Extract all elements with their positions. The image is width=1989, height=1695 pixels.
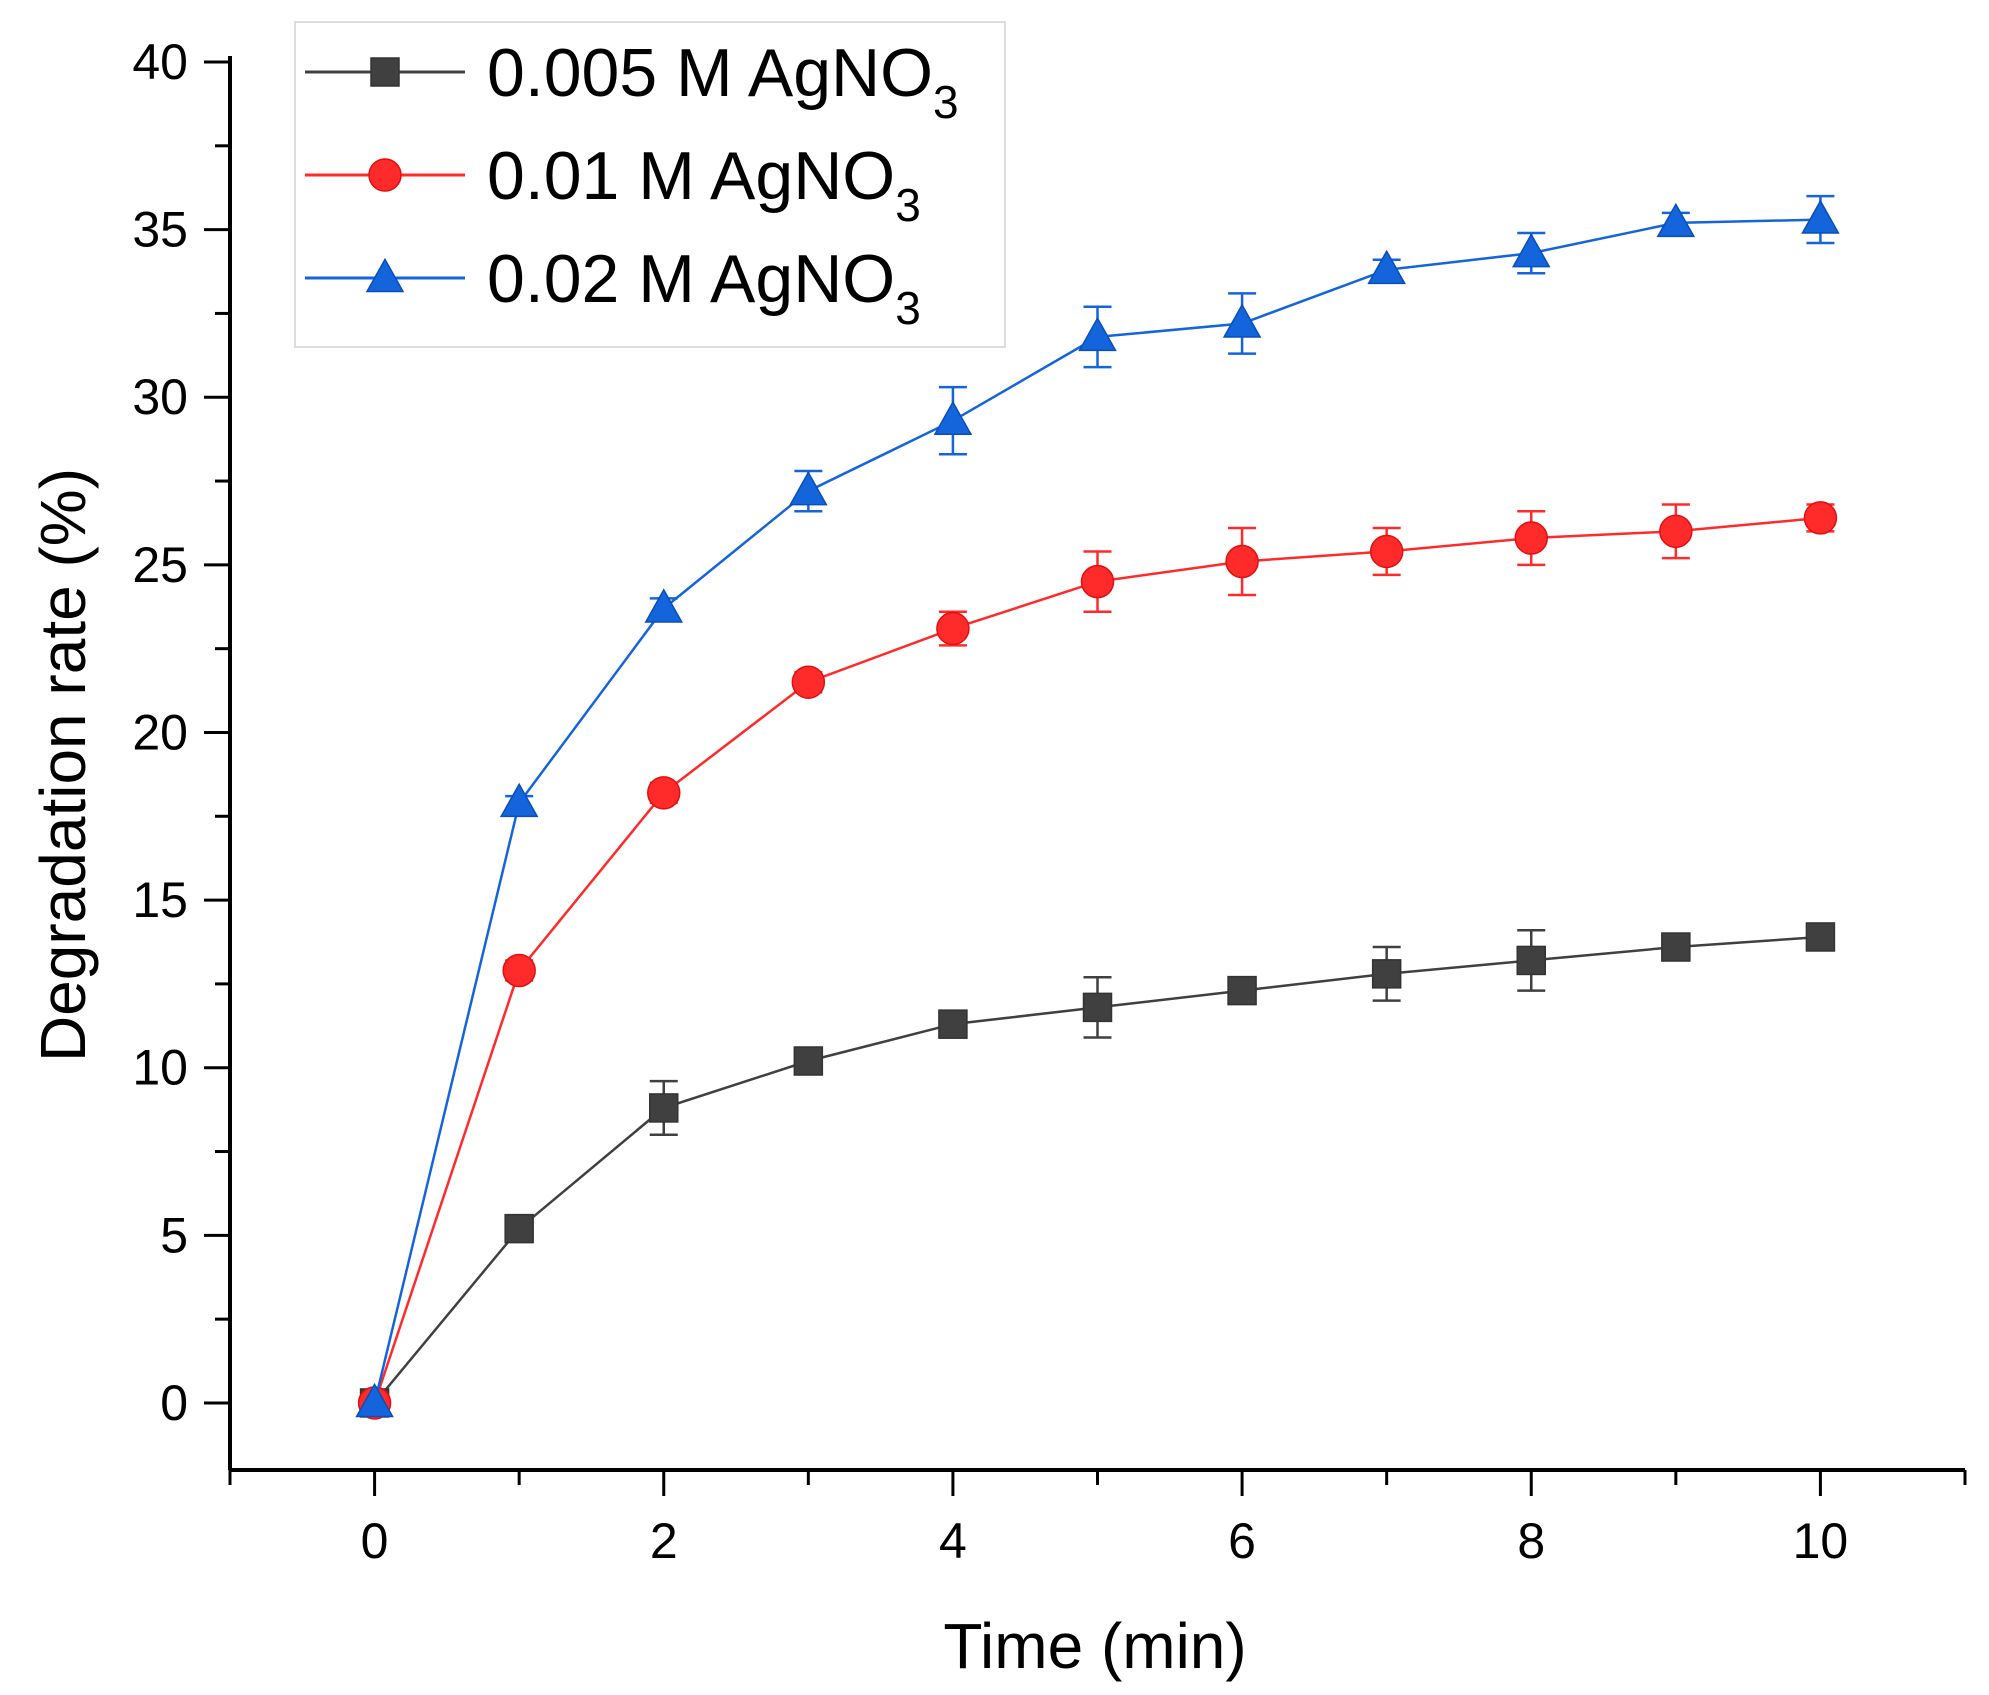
series-triangle: [355, 194, 1840, 1418]
data-point: [1805, 922, 1836, 952]
data-point: [1080, 564, 1115, 599]
series-circle: [357, 501, 1838, 1420]
x-tick-label: 10: [1793, 1513, 1849, 1569]
x-tick-label: 6: [1228, 1513, 1256, 1569]
legend-marker: [370, 57, 400, 87]
legend-marker: [368, 158, 402, 192]
data-point: [1369, 534, 1404, 569]
data-point: [649, 1093, 679, 1123]
data-point: [1656, 202, 1696, 238]
data-point: [791, 665, 826, 699]
y-tick-label: 15: [132, 872, 188, 928]
y-tick-label: 40: [132, 34, 188, 90]
data-point: [1225, 544, 1259, 579]
data-point: [938, 1009, 968, 1039]
legend-label-subscript: 3: [895, 179, 921, 231]
data-point: [1078, 316, 1117, 352]
data-point: [936, 611, 970, 646]
y-tick-label: 35: [132, 202, 188, 258]
legend-box: [294, 21, 1006, 348]
series-square: [359, 922, 1836, 1418]
x-tick-label: 8: [1517, 1513, 1545, 1569]
data-point: [1367, 249, 1406, 285]
y-tick-label: 5: [160, 1207, 188, 1263]
data-point: [1082, 992, 1113, 1023]
y-tick-label: 10: [132, 1040, 188, 1096]
legend-label-subscript: 3: [895, 282, 921, 334]
data-point: [502, 953, 536, 988]
data-point: [1222, 303, 1262, 338]
data-point: [1371, 959, 1402, 989]
x-tick-label: 2: [650, 1513, 678, 1569]
legend-marker: [365, 257, 405, 293]
y-tick-label: 0: [160, 1375, 188, 1431]
data-point: [1801, 199, 1840, 234]
data-point: [1514, 521, 1548, 555]
y-tick-label: 20: [132, 704, 188, 760]
data-point: [789, 470, 828, 506]
y-tick-label: 30: [132, 369, 188, 425]
data-point: [933, 400, 973, 435]
y-tick-label: 25: [132, 537, 188, 593]
legend-label-subscript: 3: [933, 76, 959, 128]
data-point: [793, 1046, 824, 1076]
x-tick-label: 0: [361, 1513, 389, 1569]
plot-area: [355, 194, 1840, 1420]
data-point: [647, 776, 681, 810]
y-axis-title: Degradation rate (%): [27, 468, 99, 1062]
data-point: [1516, 945, 1546, 976]
x-axis-title: Time (min): [943, 1610, 1246, 1682]
data-point: [499, 782, 539, 818]
data-point: [355, 1382, 394, 1418]
data-point: [1803, 501, 1838, 535]
x-tick-label: 4: [939, 1513, 967, 1569]
data-point: [504, 1213, 534, 1244]
data-point: [1661, 932, 1691, 962]
data-point: [1659, 514, 1693, 549]
axes: 0 5 10 15 20 25 30 35 40 0 2 4 6 8 10: [132, 34, 1967, 1569]
data-point: [644, 588, 684, 623]
data-point: [1227, 975, 1257, 1006]
data-point: [1511, 232, 1551, 268]
